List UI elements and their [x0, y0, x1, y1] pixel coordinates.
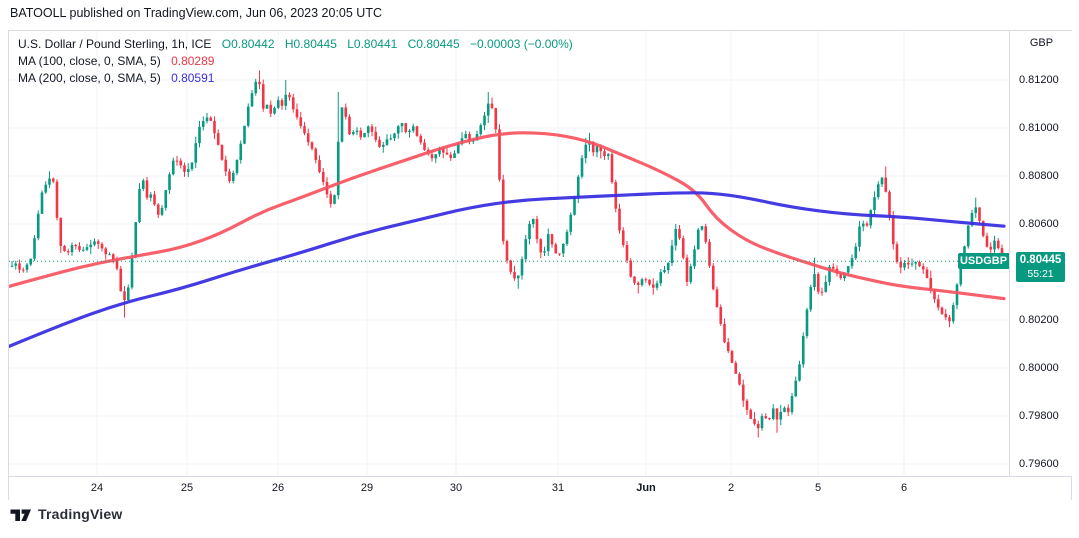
ma100-value: 0.80289 — [171, 54, 215, 68]
date-tick-label: 30 — [449, 482, 463, 494]
date-tick-label: 25 — [180, 482, 194, 494]
current-price-box: 0.80445 55:21 — [1016, 252, 1065, 282]
ohlc-high: H0.80445 — [284, 37, 337, 51]
ohlc-close: C0.80445 — [407, 37, 460, 51]
ma100-label: MA (100, close, 0, SMA, 5) — [18, 54, 161, 68]
symbol-title: U.S. Dollar / Pound Sterling, 1h, ICE — [18, 37, 212, 51]
ma200-label: MA (200, close, 0, SMA, 5) — [18, 71, 161, 85]
symbol-price-tag: USDGBP — [958, 253, 1009, 269]
price-tick-label: 0.80000 — [1019, 361, 1059, 374]
currency-label: GBP — [1029, 37, 1054, 49]
price-tick-label: 0.81000 — [1019, 121, 1059, 134]
publish-attribution: BATOOLL published on TradingView.com, Ju… — [10, 6, 382, 20]
date-tick-label: 5 — [814, 482, 822, 494]
bar-countdown: 55:21 — [1027, 267, 1054, 280]
legend-ma200-row[interactable]: MA (200, close, 0, SMA, 5) 0.80591 — [18, 70, 573, 87]
time-axis[interactable]: 24 25 26 29 30 31 Jun 2 5 6 — [9, 476, 1071, 500]
chart-legend: U.S. Dollar / Pound Sterling, 1h, ICE O0… — [18, 36, 573, 87]
ohlc-low: L0.80441 — [347, 37, 398, 51]
legend-ma100-row[interactable]: MA (100, close, 0, SMA, 5) 0.80289 — [18, 53, 573, 70]
candlestick-chart[interactable] — [9, 31, 1009, 476]
date-tick-label: 31 — [551, 482, 565, 494]
price-tick-label: 0.79600 — [1019, 457, 1059, 470]
date-tick-label: 26 — [271, 482, 285, 494]
ma200-value: 0.80591 — [171, 71, 215, 85]
chart-plot-area[interactable]: U.S. Dollar / Pound Sterling, 1h, ICE O0… — [9, 31, 1009, 476]
current-price-value: 0.80445 — [1019, 254, 1062, 266]
ohlc-open: O0.80442 — [221, 37, 275, 51]
legend-symbol-row[interactable]: U.S. Dollar / Pound Sterling, 1h, ICE O0… — [18, 36, 573, 53]
price-tick-label: 0.81200 — [1019, 73, 1059, 86]
date-tick-label: 2 — [727, 482, 735, 494]
price-change: −0.00003 (−0.00%) — [470, 37, 573, 51]
price-tick-label: 0.80600 — [1019, 217, 1059, 230]
price-tick-label: 0.80200 — [1019, 313, 1059, 326]
date-tick-label: 24 — [90, 482, 104, 494]
date-tick-label: 29 — [360, 482, 374, 494]
date-tick-label: Jun — [636, 482, 656, 494]
tradingview-logo-icon — [10, 509, 31, 521]
price-tick-label: 0.79800 — [1019, 409, 1059, 422]
chart-widget: U.S. Dollar / Pound Sterling, 1h, ICE O0… — [8, 30, 1073, 500]
tradingview-logo-text: TradingView — [38, 506, 123, 522]
price-tick-label: 0.80800 — [1019, 169, 1059, 182]
date-tick-label: 6 — [900, 482, 908, 494]
price-axis[interactable]: GBP 0.80445 55:21 0.81200 0.81000 0.80800 0… — [1009, 31, 1073, 476]
tradingview-attribution[interactable]: TradingView — [10, 506, 122, 522]
